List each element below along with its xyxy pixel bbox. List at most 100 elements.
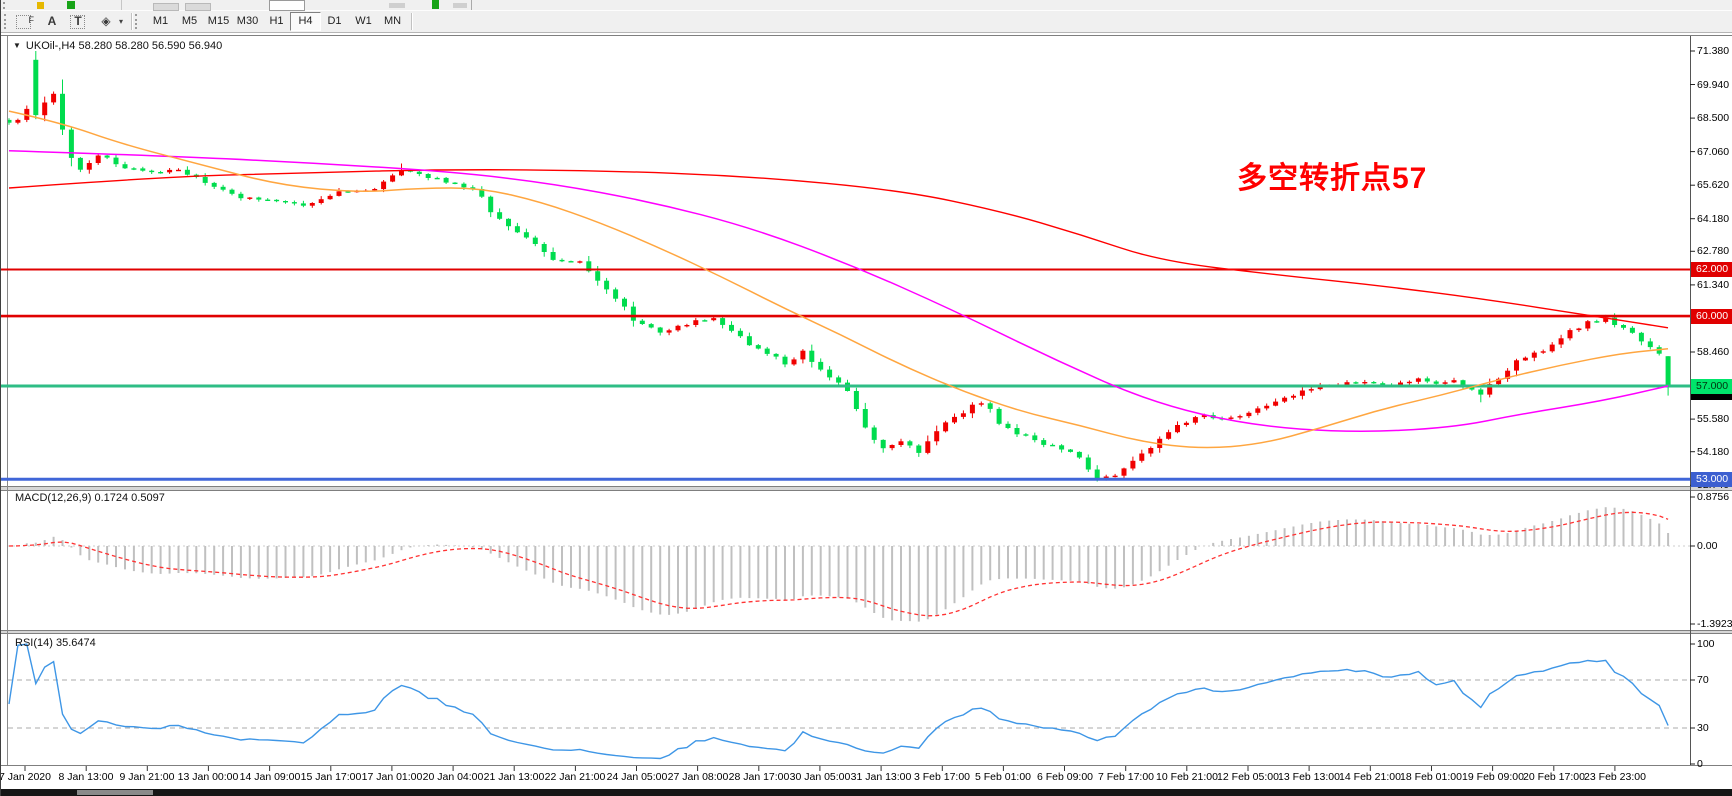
- time-axis-label: 18 Feb 01:00: [1400, 771, 1462, 783]
- fibonacci-tool-icon: F: [28, 15, 35, 25]
- toolbar-grip-fragment: [3, 2, 8, 9]
- symbol-dropdown-icon[interactable]: ▼: [13, 41, 21, 50]
- toolbar-fragment-separator: [121, 0, 122, 10]
- text-annotation-icon: A: [47, 14, 57, 28]
- chart-ohlc-text: UKOil-,H4 58.280 58.280 56.590 56.940: [25, 40, 223, 52]
- chart-symbol-header[interactable]: ▼ UKOil-,H4 58.280 58.280 56.590 56.940: [13, 40, 222, 52]
- toolbar-fragment-field: [269, 0, 305, 11]
- clipped-toolbar-row: [1, 0, 1732, 11]
- shapes-dropdown-caret-icon[interactable]: ▾: [119, 17, 124, 26]
- timeframe-button-D1[interactable]: D1: [327, 15, 342, 27]
- price-line-badge-53.000: 53.000: [1691, 472, 1732, 487]
- time-axis-label: 20 Feb 17:00: [1523, 771, 1585, 783]
- ma-slow[interactable]: [8, 169, 1669, 329]
- timeframe-button-M5[interactable]: M5: [181, 15, 198, 27]
- macd-pane[interactable]: [8, 507, 1690, 622]
- macd-axis-label: 0.00: [1697, 540, 1718, 552]
- time-axis-label: 6 Feb 09:00: [1036, 771, 1094, 783]
- time-axis-label: 30 Jan 05:00: [789, 771, 851, 783]
- time-axis-label: 8 Jan 13:00: [58, 771, 114, 783]
- time-axis-label: 19 Feb 09:00: [1462, 771, 1524, 783]
- time-axis-label: 17 Jan 01:00: [361, 771, 423, 783]
- shapes-tool-icon: ◈: [101, 14, 111, 28]
- toolbar-fragment-button: [153, 3, 179, 11]
- toolbar-drag-handle[interactable]: [4, 14, 9, 29]
- toolbar-fragment-button: [389, 3, 405, 8]
- price-axis-label: 65.620: [1697, 179, 1730, 191]
- time-axis-label: 23 Feb 23:00: [1584, 771, 1646, 783]
- chart-horizontal-scrollbar[interactable]: [1, 789, 1732, 796]
- time-axis-label: 10 Feb 21:00: [1156, 771, 1218, 783]
- rsi-axis-label: 100: [1697, 638, 1715, 650]
- ma-mid[interactable]: [8, 149, 1669, 432]
- time-axis-label: 3 Feb 17:00: [913, 771, 971, 783]
- text-box-tool-button[interactable]: T: [67, 12, 89, 30]
- price-axis-label: 58.460: [1697, 346, 1730, 358]
- rsi-axis-label: 70: [1697, 674, 1709, 686]
- rsi-pane[interactable]: [8, 643, 1690, 760]
- ma-fast[interactable]: [8, 110, 1669, 449]
- text-label-tool-button[interactable]: A: [41, 12, 63, 30]
- timeframe-button-MN[interactable]: MN: [383, 15, 402, 27]
- price-line-badge-62.000: 62.000: [1691, 262, 1732, 277]
- price-line-badge-57.000: 57.000: [1691, 379, 1732, 394]
- rsi-axis-label: 30: [1697, 722, 1709, 734]
- dotted-box-decoration: [16, 15, 31, 29]
- time-axis-label: 28 Jan 17:00: [728, 771, 790, 783]
- toolbar-fragment-green-icon: [67, 1, 75, 9]
- macd-indicator-label: MACD(12,26,9) 0.1724 0.5097: [15, 492, 165, 504]
- time-axis-label: 12 Feb 05:00: [1217, 771, 1279, 783]
- toolbar-fragment-button: [185, 3, 211, 11]
- time-axis-label: 15 Jan 17:00: [300, 771, 362, 783]
- trade-annotation-text: 多空转折点57: [1237, 162, 1428, 195]
- candlesticks[interactable]: [7, 51, 1671, 482]
- price-axis-label: 64.180: [1697, 213, 1730, 225]
- macd-axis-label: -1.3923: [1697, 618, 1732, 630]
- time-axis-label: 21 Jan 13:00: [483, 771, 545, 783]
- time-axis-label: 24 Jan 05:00: [606, 771, 668, 783]
- toolbar-separator: [131, 13, 133, 30]
- time-axis-label: 27 Jan 08:00: [667, 771, 729, 783]
- scrollbar-thumb[interactable]: [77, 790, 153, 795]
- fibonacci-tool-button[interactable]: F: [13, 12, 35, 30]
- timeframe-button-M1[interactable]: M1: [152, 15, 169, 27]
- time-axis-label: 14 Jan 09:00: [239, 771, 301, 783]
- timeframe-button-H4[interactable]: H4: [290, 12, 321, 31]
- toolbar-fragment-button: [453, 3, 467, 8]
- toolbar-drag-handle[interactable]: [135, 14, 140, 29]
- time-axis-label: 22 Jan 21:00: [544, 771, 606, 783]
- toolbar-fragment-edge: [471, 0, 472, 10]
- time-axis-label: 7 Feb 17:00: [1097, 771, 1155, 783]
- time-axis-label: 5 Feb 01:00: [974, 771, 1032, 783]
- price-axis-label: 54.180: [1697, 446, 1730, 458]
- shapes-tool-button[interactable]: ◈: [95, 12, 117, 30]
- price-axis-label: 67.060: [1697, 146, 1730, 158]
- toolbar-separator: [411, 13, 413, 30]
- chart-toolbar: F A T ◈ ▾ M1 M5 M15 M30 H1 H4 D1 W1 MN: [1, 11, 1732, 33]
- toolbar-fragment-yellow-icon: [37, 2, 44, 9]
- timeframe-button-H1[interactable]: H1: [269, 15, 284, 27]
- timeframe-button-M15[interactable]: M15: [207, 15, 230, 27]
- time-axis-label: 13 Jan 00:00: [177, 771, 239, 783]
- macd-axis-label: 0.8756: [1697, 491, 1730, 503]
- price-axis-label: 71.380: [1697, 45, 1730, 57]
- price-axis-label: 69.940: [1697, 79, 1730, 91]
- time-axis-label: 20 Jan 04:00: [422, 771, 484, 783]
- time-axis-label: 9 Jan 21:00: [119, 771, 175, 783]
- price-axis-label: 55.580: [1697, 413, 1730, 425]
- text-box-tool-icon: T: [74, 14, 82, 28]
- timeframe-button-W1[interactable]: W1: [355, 15, 372, 27]
- time-axis-label: 7 Jan 2020: [0, 771, 51, 783]
- price-axis-label: 62.780: [1697, 245, 1730, 257]
- time-axis-label: 14 Feb 21:00: [1339, 771, 1401, 783]
- last-price-badge-partial: [1691, 394, 1732, 400]
- price-axis-label: 68.500: [1697, 112, 1730, 124]
- price-axis-label: 61.340: [1697, 279, 1730, 291]
- toolbar-fragment-green-icon: [432, 0, 439, 9]
- rsi-indicator-label: RSI(14) 35.6474: [15, 637, 96, 649]
- timeframe-button-M30[interactable]: M30: [236, 15, 259, 27]
- time-axis-label: 13 Feb 13:00: [1278, 771, 1340, 783]
- time-axis-label: 31 Jan 13:00: [850, 771, 912, 783]
